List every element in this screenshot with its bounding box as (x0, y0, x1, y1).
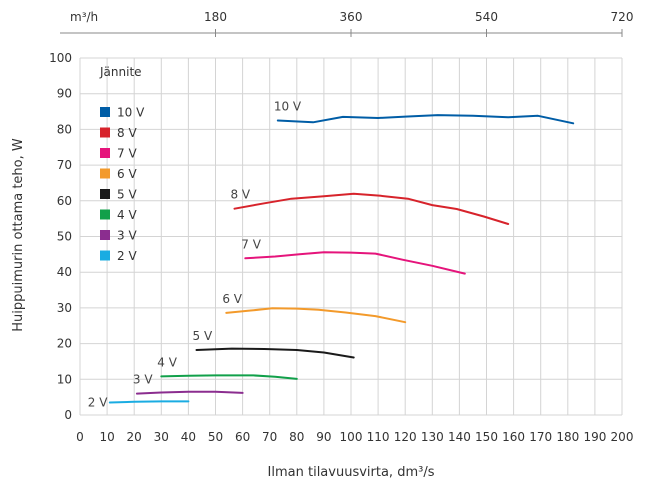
x-tick-label: 170 (529, 430, 552, 444)
x-tick-label: 110 (367, 430, 390, 444)
y-tick-label: 10 (57, 372, 72, 386)
x-tick-label: 80 (289, 430, 304, 444)
legend-swatch (100, 148, 110, 158)
y-tick-label: 70 (57, 158, 72, 172)
x-tick-label: 160 (502, 430, 525, 444)
x-tick-label: 180 (556, 430, 579, 444)
legend-swatch (100, 107, 110, 117)
series-line (108, 400, 190, 404)
legend-swatch (100, 189, 110, 199)
series-label: 2 V (88, 396, 108, 410)
top-axis-tick-label: 180 (204, 10, 227, 24)
legend-entry-label: 3 V (117, 229, 137, 243)
x-tick-label: 20 (127, 430, 142, 444)
y-tick-label: 100 (49, 51, 72, 65)
top-axis-tick-label: 360 (340, 10, 363, 24)
x-tick-label: 200 (611, 430, 634, 444)
series-line (276, 114, 575, 125)
x-tick-label: 70 (262, 430, 277, 444)
series-labels: 10 V 8 V 7 V 6 V 5 V 4 V 3 V 2 V (88, 99, 302, 409)
series-line (195, 347, 355, 359)
x-tick-label: 30 (154, 430, 169, 444)
series-line (135, 390, 244, 395)
legend-title: Jännite (99, 65, 142, 79)
x-tick-label: 10 (99, 430, 114, 444)
legend-swatch (100, 127, 110, 138)
y-tick-label: 90 (57, 87, 72, 101)
x-tick-label: 120 (394, 430, 417, 444)
legend-swatch (100, 168, 110, 179)
y-tick-label: 40 (57, 265, 72, 279)
series-label: 6 V (222, 292, 242, 306)
y-tick-label: 30 (57, 301, 72, 315)
x-tick-label: 40 (181, 430, 196, 444)
series-line (160, 374, 298, 380)
x-tick-label: 60 (235, 430, 250, 444)
legend-entry-label: 10 V (117, 106, 145, 120)
series-label: 8 V (230, 188, 250, 202)
legend-entry-label: 7 V (117, 147, 137, 161)
series-label: 3 V (133, 373, 153, 387)
legend-entry-label: 8 V (117, 126, 137, 140)
y-tick-label: 50 (57, 230, 72, 244)
series-label: 10 V (274, 99, 302, 113)
legend-swatch (100, 250, 110, 261)
y-tick-label: 60 (57, 194, 72, 208)
x-tick-label: 0 (76, 430, 84, 444)
legend: Jännite 10 V 8 V 7 V 6 V 5 V 4 V 3 V 2 V (99, 65, 145, 263)
x-tick-label: 190 (583, 430, 606, 444)
x-tick-label: 140 (448, 430, 471, 444)
top-axis-unit-label: m³/h (70, 10, 98, 24)
x-tick-label: 90 (316, 430, 331, 444)
series-label: 4 V (157, 355, 177, 369)
series-label: 5 V (193, 329, 213, 343)
x-tick-label: 130 (421, 430, 444, 444)
legend-entry-label: 6 V (117, 167, 137, 181)
legend-entry-label: 5 V (117, 188, 137, 202)
series-line (233, 192, 510, 225)
x-tick-label: 150 (475, 430, 498, 444)
y-tick-label: 80 (57, 122, 72, 136)
x-axis-ticks: 0 10 20 30 40 50 60 70 80 90 100 110 120 130 140 150 160… (76, 430, 633, 444)
y-axis-label: Huippuimurin ottama teho, W (11, 138, 26, 332)
y-axis-ticks: 0 10 20 30 40 50 60 70 80 90 100 (49, 51, 72, 422)
legend-entry-label: 4 V (117, 208, 137, 222)
y-tick-label: 0 (64, 408, 72, 422)
legend-swatch (100, 209, 110, 220)
top-axis-tick-label: 720 (611, 10, 634, 24)
series-line (244, 251, 466, 275)
series-label: 7 V (241, 237, 261, 251)
top-axis: m³/h 180 360 540 720 (60, 10, 633, 37)
series-line (225, 307, 407, 324)
legend-entry-label: 2 V (117, 249, 137, 263)
x-tick-label: 100 (340, 430, 363, 444)
series-lines (108, 114, 575, 404)
legend-swatch (100, 230, 110, 240)
top-axis-tick-label: 540 (475, 10, 498, 24)
x-tick-label: 50 (208, 430, 223, 444)
y-tick-label: 20 (57, 337, 72, 351)
x-axis-label: Ilman tilavuusvirta, dm³/s (268, 465, 435, 480)
